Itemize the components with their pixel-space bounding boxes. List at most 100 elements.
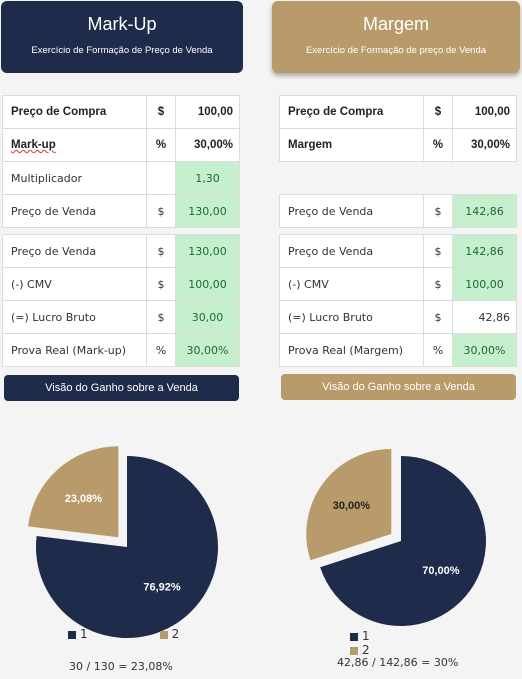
legend-swatch [68, 630, 76, 639]
cell-value[interactable]: 100,00 [175, 95, 240, 129]
margem-title: Margem [362, 14, 429, 34]
table-row: (=) Lucro Bruto $ 30,00 [2, 300, 240, 334]
cell-label: Preço de Venda [279, 194, 424, 228]
pie-label-2: 30,00% [333, 500, 371, 512]
table-row: Margem % 30,00% [279, 128, 517, 162]
cell-value[interactable]: 30,00% [175, 128, 240, 162]
cell-value[interactable]: 30,00% [452, 128, 517, 162]
cell-unit: % [423, 333, 453, 367]
cell-label: Prova Real (Margem) [279, 333, 424, 367]
margem-subtitle: Exercício de Formação de preço de Venda [305, 45, 487, 56]
cell-value[interactable]: 142,86 [452, 234, 517, 268]
table-row: Preço de Venda $ 130,00 [2, 234, 240, 268]
cell-value[interactable]: 30,00% [175, 333, 240, 367]
cell-label: Preço de Compra [279, 95, 424, 129]
cell-unit: % [146, 333, 176, 367]
margem-pie-chart: 70,00% 30,00% [270, 410, 522, 670]
table-row: Prova Real (Mark-up) % 30,00% [2, 333, 240, 367]
cell-value[interactable]: 1,30 [175, 161, 240, 195]
cell-label: Multiplicador [2, 161, 147, 195]
cell-label: (=) Lucro Bruto [2, 300, 147, 334]
cell-value[interactable]: 100,00 [452, 267, 517, 301]
legend-item-2: 2 [350, 643, 370, 657]
cell-value[interactable]: 130,00 [175, 234, 240, 268]
margem-input-table: Preço de Compra $ 100,00 Margem % 30,00% [279, 95, 517, 162]
markup-pie-chart: 76,92% 23,08% [0, 410, 250, 670]
cell-unit: % [423, 128, 453, 162]
table-row: (=) Lucro Bruto $ 42,86 [279, 300, 517, 334]
table-row: Preço de Compra $ 100,00 [279, 95, 517, 129]
cell-unit: $ [423, 95, 453, 129]
pie-slice-1[interactable] [320, 456, 486, 626]
table-row: Preço de Compra $ 100,00 [2, 95, 240, 129]
legend-label: 2 [362, 643, 370, 657]
margem-header: Margem Exercício de Formação de preço de… [272, 1, 520, 73]
legend-swatch [350, 632, 358, 641]
cell-value[interactable]: 130,00 [175, 194, 240, 228]
legend-item-2: 2 [159, 627, 180, 641]
cell-label: (-) CMV [279, 267, 424, 301]
margem-legend: 12 [350, 629, 522, 657]
margem-formula: 42,86 / 142,86 = 30% [337, 656, 459, 669]
cell-label: Preço de Venda [2, 234, 147, 268]
pie-slice-1[interactable] [35, 456, 218, 638]
markup-chart-band: Visão do Ganho sobre a Venda [4, 375, 239, 401]
table-row: Multiplicador 1,30 [2, 161, 240, 195]
table-row: (-) CMV $ 100,00 [279, 267, 517, 301]
pie-slice-2[interactable] [306, 448, 392, 561]
cell-label: (=) Lucro Bruto [279, 300, 424, 334]
table-row: Mark-up % 30,00% [2, 128, 240, 162]
cell-value[interactable]: 100,00 [452, 95, 517, 129]
cell-value[interactable]: 142,86 [452, 194, 517, 228]
legend-item-1: 1 [68, 627, 88, 641]
margem-pie-svg: 70,00% 30,00% [306, 448, 486, 626]
markup-pie-svg: 76,92% 23,08% [28, 446, 218, 638]
markup-subtitle: Exercício de Formação de Preço de Venda [31, 45, 213, 56]
markup-formula: 30 / 130 = 23,08% [69, 660, 173, 673]
cell-value[interactable]: 100,00 [175, 267, 240, 301]
pie-slice-2[interactable] [28, 446, 119, 538]
legend-item-1: 1 [350, 629, 370, 643]
cell-unit: $ [146, 194, 176, 228]
cell-label: Preço de Compra [2, 95, 147, 129]
cell-value[interactable]: 30,00% [452, 333, 517, 367]
legend-swatch [350, 646, 358, 655]
legend-label: 2 [171, 627, 180, 641]
table-row: Preço de Venda $ 130,00 [2, 194, 240, 228]
cell-unit: % [146, 128, 176, 162]
legend-label: 1 [80, 627, 88, 641]
cell-label: Prova Real (Mark-up) [2, 333, 147, 367]
cell-label: Preço de Venda [279, 234, 424, 268]
legend-swatch [159, 630, 168, 639]
cell-unit: $ [423, 194, 453, 228]
markup-title: Mark-Up [87, 14, 157, 34]
cell-unit: $ [146, 300, 176, 334]
cell-unit: $ [146, 234, 176, 268]
cell-value[interactable]: 30,00 [175, 300, 240, 334]
markup-label: Mark-up [11, 139, 56, 151]
pie-label-1: 76,92% [143, 582, 181, 594]
cell-unit [146, 161, 176, 195]
cell-label: Mark-up [2, 128, 147, 162]
cell-unit: $ [423, 300, 453, 334]
legend-label: 1 [362, 629, 370, 643]
table-row: Preço de Venda $ 142,86 [279, 194, 517, 228]
cell-value[interactable]: 42,86 [452, 300, 517, 334]
cell-unit: $ [146, 95, 176, 129]
cell-label: Margem [279, 128, 424, 162]
margem-results-table: Preço de Venda $ 142,86 (-) CMV $ 100,00… [279, 234, 517, 367]
pie-label-2: 23,08% [65, 493, 103, 505]
cell-label: (-) CMV [2, 267, 147, 301]
margem-chart-band: Visão do Ganho sobre a Venda [281, 374, 516, 400]
markup-header: Mark-Up Exercício de Formação de Preço d… [1, 1, 243, 73]
table-row: (-) CMV $ 100,00 [2, 267, 240, 301]
margem-price-table: Preço de Venda $ 142,86 [279, 194, 517, 228]
cell-unit: $ [423, 267, 453, 301]
markup-results-table: Preço de Venda $ 130,00 (-) CMV $ 100,00… [2, 234, 240, 367]
cell-label: Preço de Venda [2, 194, 147, 228]
table-row: Preço de Venda $ 142,86 [279, 234, 517, 268]
table-row: Prova Real (Margem) % 30,00% [279, 333, 517, 367]
cell-unit: $ [146, 267, 176, 301]
markup-input-table: Preço de Compra $ 100,00 Mark-up % 30,00… [2, 95, 240, 228]
